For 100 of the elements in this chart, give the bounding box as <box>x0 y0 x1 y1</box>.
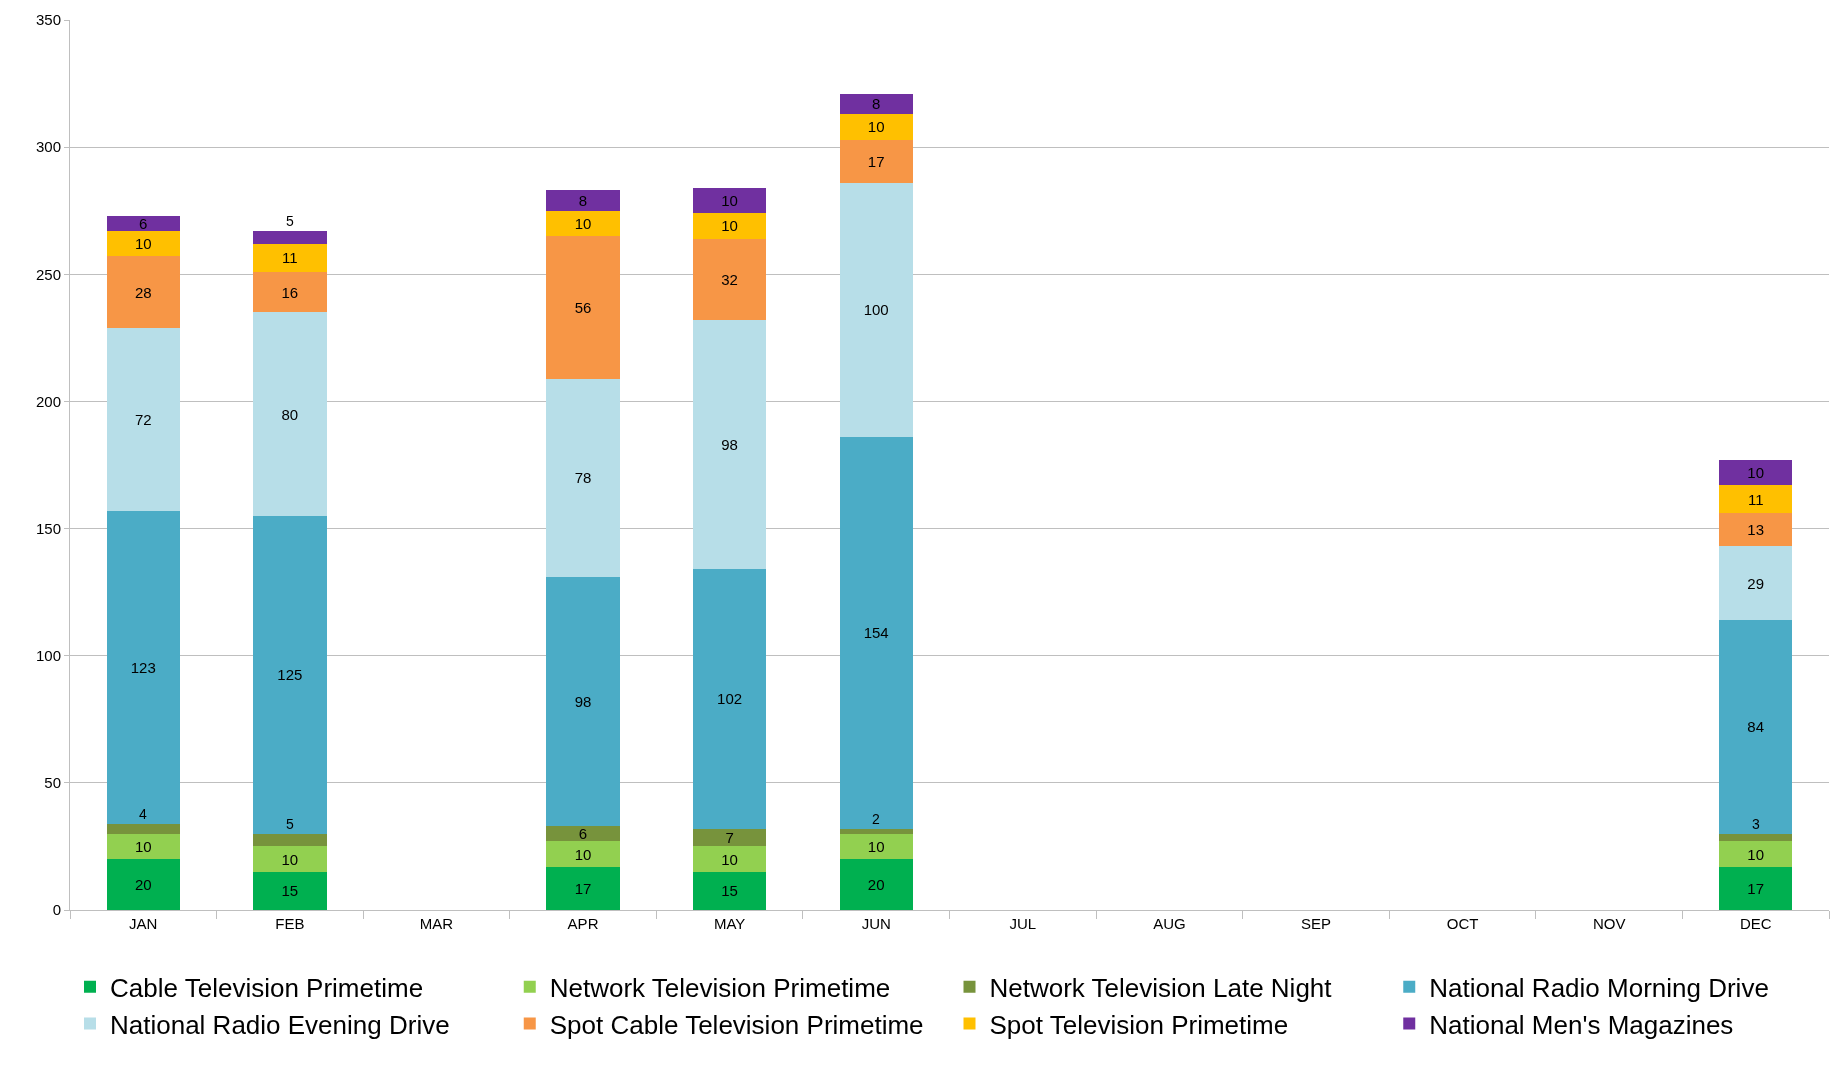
data-label: 11 <box>1747 490 1764 508</box>
data-label: 10 <box>721 192 738 210</box>
bar <box>1719 546 1793 621</box>
data-label: 5 <box>286 213 294 229</box>
y-tick-label: 150 <box>35 519 61 537</box>
data-label: 154 <box>863 624 889 642</box>
data-label: 10 <box>134 235 152 253</box>
x-tick-label: NOV <box>1592 915 1626 932</box>
bar <box>253 231 327 244</box>
data-label: 29 <box>1747 574 1765 592</box>
bar <box>253 833 327 847</box>
data-label: 98 <box>721 436 738 454</box>
data-label: 80 <box>281 405 299 423</box>
x-tick-label: JUL <box>1009 915 1037 932</box>
bar <box>839 139 913 183</box>
data-label: 28 <box>134 283 152 301</box>
bar <box>253 846 327 872</box>
bar <box>106 215 180 232</box>
x-tick-label: JUN <box>861 915 891 932</box>
bar <box>106 823 180 834</box>
bar <box>692 320 767 570</box>
data-label: 17 <box>1747 879 1765 897</box>
bar <box>253 515 327 834</box>
y-tick-label: 300 <box>35 138 61 156</box>
legend-label: Network Television Late Night <box>989 972 1333 1003</box>
data-label: 6 <box>139 214 148 232</box>
bar <box>839 437 913 829</box>
bar <box>692 871 767 910</box>
bar <box>839 182 913 438</box>
bar <box>692 569 767 829</box>
data-label: 20 <box>867 876 885 894</box>
bar <box>839 93 913 115</box>
legend-label: Cable Television Primetime <box>110 972 424 1003</box>
bar <box>546 378 620 577</box>
bar <box>692 213 767 239</box>
x-tick-label: AUG <box>1153 915 1186 932</box>
x-tick-label: FEB <box>275 915 305 932</box>
x-tick-label: SEP <box>1300 915 1331 932</box>
bar <box>106 327 180 511</box>
bar <box>253 271 327 313</box>
data-label: 10 <box>1747 845 1765 863</box>
bar <box>1719 485 1793 514</box>
y-tick-label: 100 <box>35 646 61 664</box>
data-label: 15 <box>281 882 299 900</box>
bar <box>546 576 620 827</box>
legend-label: National Men's Magazines <box>1429 1009 1734 1040</box>
bar <box>253 871 327 910</box>
y-tick-label: 0 <box>52 901 61 919</box>
bar <box>106 833 180 860</box>
y-tick-label: 50 <box>44 774 61 792</box>
bar <box>1719 841 1793 867</box>
y-tick-label: 200 <box>35 392 61 410</box>
data-label: 4 <box>139 806 147 822</box>
data-label: 56 <box>574 298 592 316</box>
bar <box>692 846 767 872</box>
data-label: 10 <box>1747 464 1765 482</box>
bar <box>1719 866 1793 910</box>
data-label: 78 <box>574 469 592 487</box>
bar <box>1719 620 1793 834</box>
bar <box>692 187 767 214</box>
data-label: 2 <box>872 811 880 827</box>
data-label: 125 <box>277 666 303 684</box>
bar <box>546 866 620 910</box>
bar <box>253 243 327 272</box>
bar <box>692 828 767 847</box>
legend-label: Spot Cable Television Primetime <box>549 1009 924 1040</box>
data-label: 123 <box>130 658 156 676</box>
data-label: 20 <box>134 876 152 894</box>
data-label: 10 <box>281 850 299 868</box>
bar <box>839 833 913 860</box>
data-label: 7 <box>725 829 734 847</box>
bar <box>1719 833 1793 842</box>
legend-label: National Radio Evening Drive <box>110 1009 450 1040</box>
bar <box>106 859 180 910</box>
y-tick-label: 350 <box>35 11 61 29</box>
bar <box>106 510 180 824</box>
bar <box>106 256 180 328</box>
bar <box>546 190 620 211</box>
bar <box>839 859 913 910</box>
bar <box>839 114 913 140</box>
data-label: 8 <box>872 95 881 113</box>
data-label: 17 <box>867 152 885 170</box>
data-label: 10 <box>574 214 592 232</box>
x-tick-label: OCT <box>1446 915 1479 932</box>
bar <box>1719 459 1793 486</box>
bar <box>546 841 620 867</box>
data-label: 32 <box>721 270 738 288</box>
data-label: 13 <box>1747 521 1765 539</box>
bar <box>106 231 180 257</box>
x-tick-label: MAR <box>419 915 454 932</box>
bar <box>1719 513 1793 547</box>
data-label: 10 <box>867 837 885 855</box>
data-label: 84 <box>1747 718 1765 736</box>
bar <box>546 210 620 237</box>
data-label: 15 <box>721 882 738 900</box>
bar <box>839 828 913 834</box>
data-label: 102 <box>717 690 743 708</box>
data-label: 6 <box>578 825 588 843</box>
x-tick-label: JAN <box>129 915 158 932</box>
legend-label: National Radio Morning Drive <box>1429 972 1769 1003</box>
